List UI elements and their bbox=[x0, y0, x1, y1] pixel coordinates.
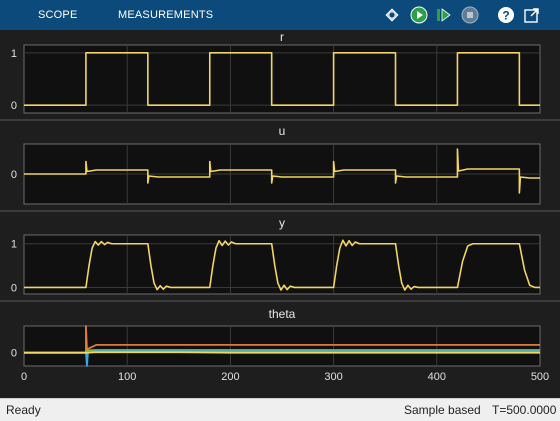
x-tick-label: 400 bbox=[428, 371, 446, 383]
status-bar: Ready Sample based T=500.0000 bbox=[0, 398, 560, 421]
axes-title: u bbox=[279, 124, 286, 138]
y-tick-label: 1 bbox=[11, 239, 17, 251]
y-tick-label: 0 bbox=[11, 100, 17, 112]
y-tick-label: 0 bbox=[11, 282, 17, 294]
x-tick-label: 500 bbox=[531, 371, 549, 383]
step-forward-icon[interactable] bbox=[435, 6, 453, 24]
help-icon[interactable]: ? bbox=[497, 6, 515, 24]
run-icon[interactable] bbox=[410, 6, 428, 24]
tab-measurements[interactable]: MEASUREMENTS bbox=[118, 0, 213, 30]
y-tick-label: 0 bbox=[11, 348, 17, 360]
axes-title: theta bbox=[269, 307, 296, 321]
tab-scope[interactable]: SCOPE bbox=[38, 0, 78, 30]
axes-background bbox=[24, 326, 540, 366]
status-time: T=500.0000 bbox=[492, 403, 556, 417]
axes-y[interactable]: y 0 1 bbox=[11, 216, 540, 294]
axes-r[interactable]: r 0 1 bbox=[11, 30, 540, 113]
x-tick-label: 200 bbox=[221, 371, 239, 383]
axes-u[interactable]: u0 bbox=[11, 124, 540, 204]
y-tick-label: 1 bbox=[11, 48, 17, 60]
axes-title: r bbox=[280, 30, 284, 44]
axes-theta[interactable]: theta 00 100 200 300 400 500 bbox=[11, 307, 549, 383]
x-tick-label: 0 bbox=[21, 371, 27, 383]
status-mode: Sample based bbox=[404, 403, 481, 417]
undock-icon[interactable] bbox=[523, 6, 541, 24]
axes-background bbox=[24, 45, 540, 113]
x-tick-label: 100 bbox=[118, 371, 136, 383]
signal-select-icon[interactable] bbox=[383, 6, 401, 24]
status-ready: Ready bbox=[6, 403, 41, 417]
x-tick-label: 300 bbox=[324, 371, 342, 383]
axes-title: y bbox=[279, 216, 285, 230]
scope-toolbar: SCOPE MEASUREMENTS ? bbox=[0, 0, 560, 30]
stop-icon[interactable] bbox=[461, 6, 479, 24]
svg-text:?: ? bbox=[502, 9, 509, 23]
y-tick-label: 0 bbox=[11, 169, 17, 181]
